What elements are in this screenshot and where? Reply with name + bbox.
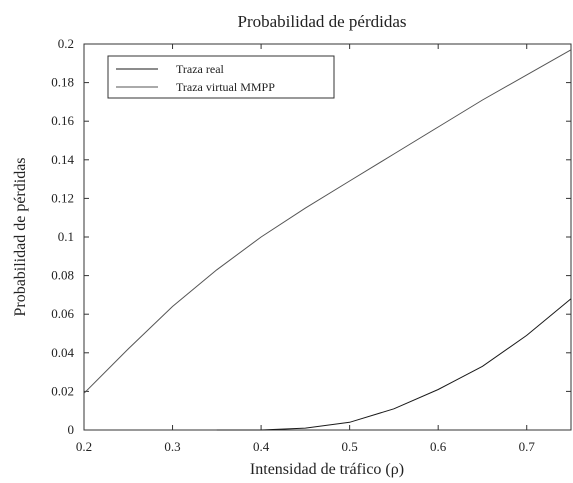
y-tick-label: 0.2 <box>58 36 74 51</box>
x-tick-label: 0.3 <box>164 439 180 454</box>
y-tick-label: 0.14 <box>51 152 74 167</box>
x-tick-label: 0.6 <box>430 439 447 454</box>
chart-title: Probabilidad de pérdidas <box>237 12 406 31</box>
y-tick-label: 0.18 <box>51 75 74 90</box>
x-tick-label: 0.2 <box>76 439 92 454</box>
series-line-traza-real <box>216 298 572 431</box>
legend: Traza real Traza virtual MMPP <box>107 55 335 99</box>
y-tick-label: 0.12 <box>51 190 74 205</box>
x-axis-label: Intensidad de tráfico (ρ) <box>250 461 404 478</box>
y-tick-label: 0.02 <box>51 383 74 398</box>
x-tick-label: 0.4 <box>253 439 270 454</box>
plot-area <box>83 43 572 431</box>
y-tick-label: 0.1 <box>58 229 74 244</box>
legend-box <box>107 55 335 99</box>
axis-ticks: 0.2 0.3 0.4 0.5 0.6 0.7 0 0.02 0.04 0.06 0.08 0.1 0.… <box>51 36 571 454</box>
x-tick-label: 0.5 <box>342 439 358 454</box>
y-tick-label: 0.04 <box>51 345 74 360</box>
y-tick-label: 0.06 <box>51 306 74 321</box>
x-tick-label: 0.7 <box>519 439 536 454</box>
y-axis-label: Probabilidad de pérdidas <box>12 157 29 316</box>
legend-label-traza-virtual-mmpp: Traza virtual MMPP <box>176 80 275 94</box>
y-tick-label: 0.08 <box>51 268 74 283</box>
y-tick-label: 0.16 <box>51 113 74 128</box>
series-layer <box>83 49 572 431</box>
legend-label-traza-real: Traza real <box>176 62 225 76</box>
y-tick-label: 0 <box>68 422 75 437</box>
series-line-traza-virtual-mmpp <box>83 49 572 394</box>
